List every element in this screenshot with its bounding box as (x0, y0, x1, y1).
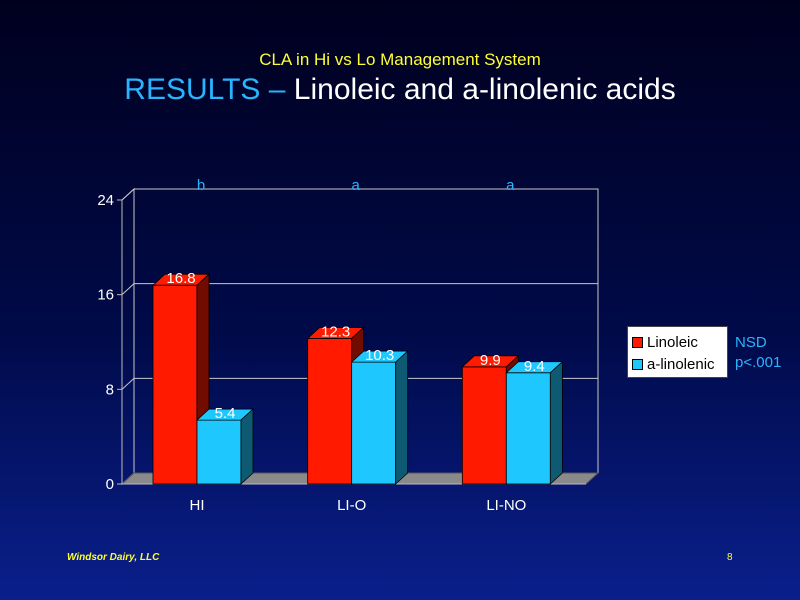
chart-subtitle: CLA in Hi vs Lo Management System (259, 50, 541, 69)
bar-side (240, 408, 254, 485)
x-tick-label: LI-NO (486, 497, 526, 514)
y-tick-label: 0 (106, 476, 114, 493)
data-label: 9.4 (524, 358, 545, 375)
page-number: 8 (727, 552, 733, 563)
data-label: 5.4 (215, 405, 236, 422)
y-tick-label: 24 (97, 192, 114, 209)
y-tick-label: 16 (97, 287, 114, 304)
gridline-diag (121, 377, 135, 390)
chart-legend: Linoleic a-linolenic (627, 326, 728, 378)
title-accent: RESULTS – (124, 73, 286, 106)
bar (152, 284, 198, 485)
p-value-note: p<.001 (735, 354, 782, 371)
legend-item-a-linolenic: a-linolenic (632, 353, 723, 375)
gridline-diag (121, 188, 135, 201)
bar-side (549, 360, 563, 485)
group-letter: b (197, 177, 205, 194)
bar-side (395, 350, 409, 485)
group-letter: a (506, 177, 515, 194)
legend-swatch-a-linolenic (632, 358, 643, 370)
legend-swatch-linoleic (632, 336, 643, 348)
x-tick-label: HI (190, 497, 205, 514)
bar (196, 419, 242, 485)
data-label: 10.3 (365, 347, 394, 364)
plot-side-wall (121, 187, 135, 486)
bar (307, 338, 353, 485)
legend-label-a-linolenic: a-linolenic (647, 355, 715, 373)
page-title: RESULTS – Linoleic and a-linolenic acids (0, 73, 800, 107)
data-label: 9.9 (480, 352, 501, 369)
bar (505, 372, 551, 485)
bar (351, 361, 397, 485)
group-letter: a (351, 177, 360, 194)
data-label: 12.3 (321, 323, 350, 340)
bar (461, 366, 507, 485)
footer-company: Windsor Dairy, LLC (67, 552, 160, 563)
nsd-note: NSD (735, 334, 767, 351)
title-rest: Linoleic and a-linolenic acids (285, 73, 676, 106)
data-label: 16.8 (166, 270, 195, 287)
y-tick-label: 8 (106, 381, 114, 398)
legend-item-linoleic: Linoleic (632, 331, 723, 353)
x-tick-label: LI-O (337, 497, 366, 514)
legend-label-linoleic: Linoleic (647, 333, 698, 351)
gridline-diag (121, 283, 135, 296)
